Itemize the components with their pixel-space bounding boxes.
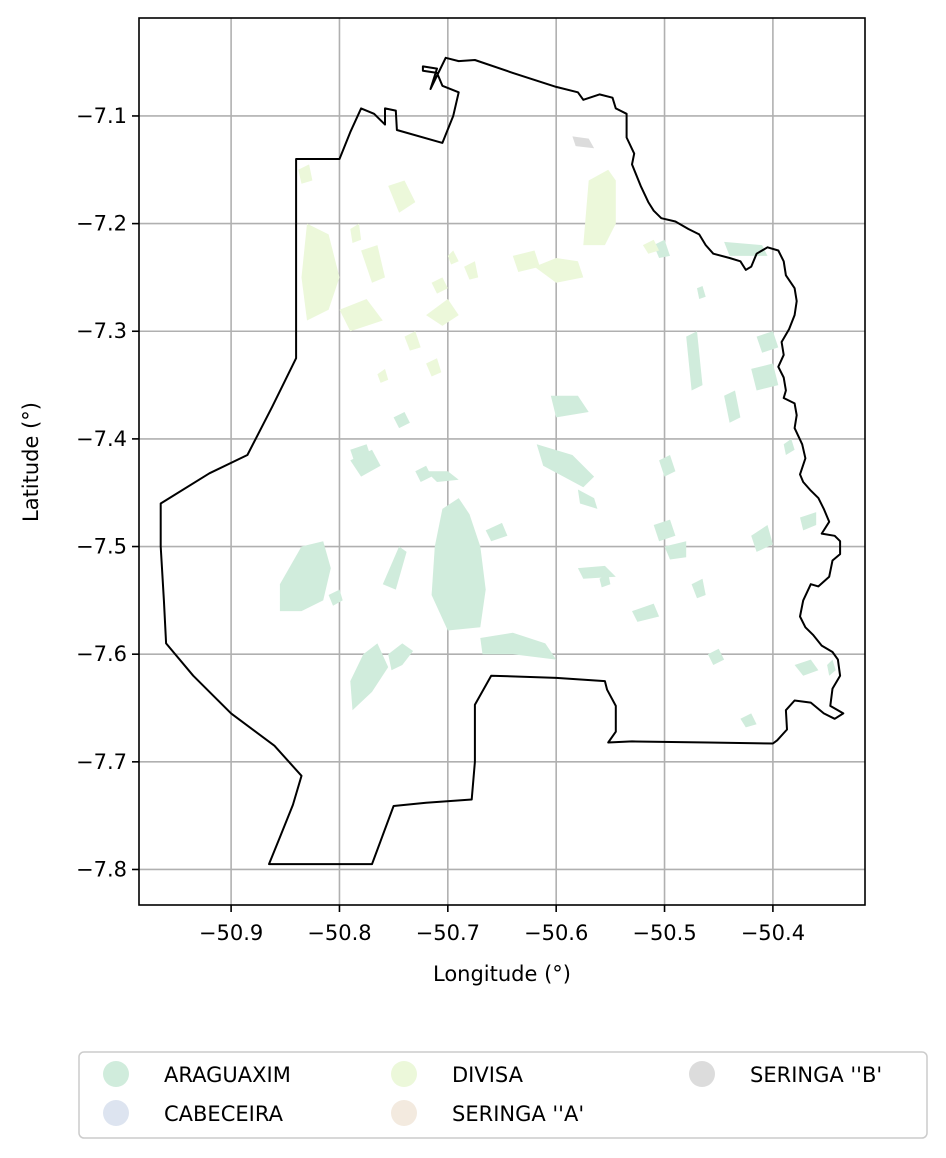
region-divisa bbox=[512, 250, 540, 272]
x-tick-label: −50.8 bbox=[307, 921, 371, 945]
region-araguaxim bbox=[783, 438, 795, 455]
region-araguaxim bbox=[659, 455, 676, 477]
region-araguaxim bbox=[653, 519, 676, 542]
region-araguaxim bbox=[664, 541, 687, 560]
region-divisa bbox=[464, 261, 479, 280]
y-tick-label: −7.5 bbox=[76, 535, 127, 559]
region-araguaxim bbox=[697, 286, 706, 299]
region-divisa bbox=[426, 358, 442, 377]
region-araguaxim bbox=[350, 444, 372, 466]
region-araguaxim bbox=[437, 573, 448, 590]
y-tick-label: −7.6 bbox=[76, 642, 127, 666]
region-araguaxim bbox=[485, 522, 508, 542]
y-tick-label: −7.3 bbox=[76, 319, 127, 343]
region-araguaxim bbox=[751, 525, 773, 552]
region-divisa bbox=[361, 245, 385, 283]
legend-marker bbox=[103, 1061, 129, 1087]
region-araguaxim bbox=[740, 713, 757, 728]
region-araguaxim bbox=[393, 412, 410, 429]
x-axis-ticks: −50.9 −50.8 −50.7 −50.6 −50.5 −50.4 bbox=[199, 905, 805, 945]
legend-label: SERINGA ''B' bbox=[750, 1063, 882, 1087]
region-divisa bbox=[339, 299, 383, 332]
region-araguaxim bbox=[653, 239, 670, 258]
region-araguaxim bbox=[794, 659, 819, 676]
boundary-layer bbox=[159, 56, 845, 866]
y-axis-label: Latitude (°) bbox=[19, 402, 43, 522]
region-araguaxim bbox=[382, 546, 407, 590]
legend-items: ARAGUAXIM CABECEIRA DIVISA SERINGA ''A' SERI… bbox=[103, 1061, 882, 1126]
plot-frame bbox=[138, 17, 866, 906]
region-araguaxim bbox=[431, 498, 486, 631]
region-araguaxim bbox=[328, 589, 343, 606]
legend: ARAGUAXIM CABECEIRA DIVISA SERINGA ''A' SERI… bbox=[78, 1051, 928, 1139]
region-divisa bbox=[642, 239, 660, 254]
region-araguaxim bbox=[388, 643, 414, 671]
region-divisa bbox=[377, 368, 389, 383]
region-araguaxim bbox=[550, 395, 589, 418]
x-tick-label: −50.5 bbox=[632, 921, 696, 945]
legend-marker bbox=[689, 1061, 715, 1087]
region-divisa bbox=[301, 223, 340, 321]
x-tick-label: −50.9 bbox=[199, 921, 263, 945]
region-divisa bbox=[583, 169, 616, 246]
legend-label: CABECEIRA bbox=[164, 1102, 284, 1126]
region-divisa bbox=[426, 299, 459, 326]
region-araguaxim bbox=[279, 541, 331, 612]
region-divisa bbox=[534, 258, 584, 283]
region-araguaxim bbox=[577, 489, 598, 509]
x-axis-label: Longitude (°) bbox=[433, 962, 571, 986]
region-araguaxim bbox=[426, 471, 459, 482]
region-divisa bbox=[388, 180, 416, 213]
legend-label: ARAGUAXIM bbox=[164, 1063, 291, 1087]
regions-layer bbox=[279, 136, 836, 728]
legend-marker bbox=[391, 1061, 417, 1087]
region-araguaxim bbox=[724, 241, 768, 256]
region-araguaxim bbox=[350, 449, 381, 477]
region-araguaxim bbox=[827, 659, 836, 676]
region-divisa bbox=[404, 331, 421, 351]
legend-box bbox=[78, 1051, 928, 1139]
x-tick-label: −50.4 bbox=[741, 921, 805, 945]
y-tick-label: −7.4 bbox=[76, 427, 127, 451]
region-seringa-b bbox=[572, 136, 595, 149]
region-araguaxim bbox=[707, 648, 725, 665]
region-araguaxim bbox=[691, 578, 706, 599]
y-axis-ticks: −7.1 −7.2 −7.3 −7.4 −7.5 −7.6 −7.7 −7.8 bbox=[76, 104, 139, 881]
grid-lines bbox=[139, 18, 865, 905]
legend-marker bbox=[103, 1100, 129, 1126]
municipality-boundary bbox=[159, 56, 845, 866]
region-araguaxim bbox=[800, 512, 817, 531]
x-tick-label: −50.7 bbox=[416, 921, 480, 945]
region-araguaxim bbox=[415, 465, 432, 482]
region-araguaxim bbox=[632, 603, 660, 622]
region-araguaxim bbox=[350, 643, 389, 711]
region-divisa bbox=[298, 164, 313, 184]
region-divisa bbox=[431, 277, 448, 294]
region-araguaxim bbox=[480, 632, 557, 660]
region-araguaxim bbox=[724, 390, 741, 423]
region-divisa bbox=[350, 223, 362, 243]
legend-label: DIVISA bbox=[452, 1063, 524, 1087]
x-tick-label: −50.6 bbox=[524, 921, 588, 945]
region-araguaxim bbox=[686, 331, 703, 391]
region-araguaxim bbox=[756, 331, 779, 353]
legend-label: SERINGA ''A' bbox=[452, 1102, 584, 1126]
region-divisa bbox=[447, 250, 459, 265]
y-tick-label: −7.1 bbox=[76, 104, 127, 128]
region-araguaxim bbox=[599, 573, 611, 588]
region-araguaxim bbox=[536, 444, 595, 488]
y-tick-label: −7.2 bbox=[76, 212, 127, 236]
y-tick-label: −7.8 bbox=[76, 857, 127, 881]
legend-marker bbox=[391, 1100, 417, 1126]
region-araguaxim bbox=[751, 363, 779, 391]
y-tick-label: −7.7 bbox=[76, 750, 127, 774]
